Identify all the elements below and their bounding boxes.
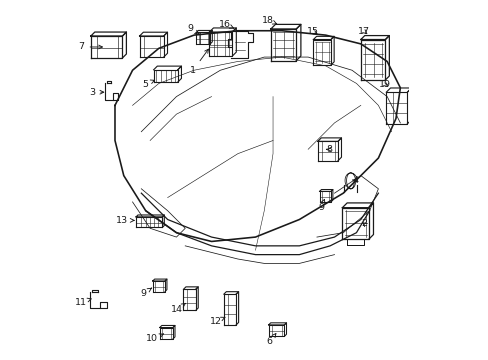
Text: 9: 9 — [140, 288, 151, 298]
Text: 4: 4 — [352, 176, 358, 185]
Text: 19: 19 — [378, 80, 390, 89]
Text: 18: 18 — [261, 16, 276, 25]
Text: 1: 1 — [190, 49, 208, 75]
Text: 15: 15 — [306, 27, 318, 36]
Text: 3: 3 — [89, 88, 103, 97]
Text: 16: 16 — [218, 20, 233, 29]
Text: 12: 12 — [209, 317, 224, 326]
Text: 7: 7 — [79, 42, 102, 51]
Text: 11: 11 — [75, 298, 91, 307]
Text: 6: 6 — [266, 334, 275, 346]
Text: 13: 13 — [115, 216, 134, 225]
Text: 8: 8 — [325, 145, 331, 154]
Text: 9: 9 — [318, 199, 324, 212]
Text: 9: 9 — [187, 24, 199, 34]
Text: 17: 17 — [358, 27, 369, 36]
Text: 5: 5 — [142, 80, 154, 89]
Text: 14: 14 — [170, 303, 185, 314]
Text: 2: 2 — [361, 219, 366, 228]
Text: 10: 10 — [146, 334, 163, 343]
